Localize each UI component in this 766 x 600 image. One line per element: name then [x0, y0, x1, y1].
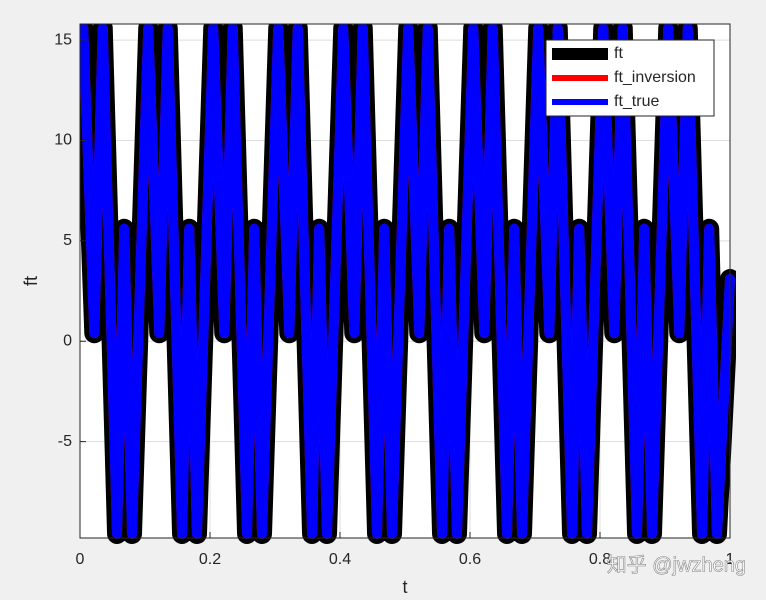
y-tick-label: 5: [63, 232, 72, 249]
x-tick-label: 1: [726, 551, 735, 568]
legend-label: ft: [614, 45, 623, 62]
series-line: [80, 24, 735, 539]
y-tick-label: 15: [54, 31, 72, 48]
y-tick-label: 0: [63, 332, 72, 349]
y-axis-label: ft: [21, 276, 41, 286]
legend: ft ft_inversion ft_true: [545, 39, 715, 117]
y-tick-label: 10: [54, 132, 72, 149]
lines: [80, 24, 736, 544]
y-tick-label: -5: [58, 433, 72, 450]
legend-label: ft_true: [614, 93, 659, 110]
x-tick-label: 0.6: [459, 551, 481, 568]
x-tick-label: 0.8: [589, 551, 611, 568]
x-tick-label: 0.2: [199, 551, 221, 568]
ticks: 0 0.2 0.4 0.6 0.8 1 -5 0 5 10 15: [54, 31, 734, 568]
legend-label: ft_inversion: [614, 69, 696, 86]
x-axis-label: t: [402, 577, 407, 597]
axes-box: [79, 23, 731, 539]
watermark: 知乎 @jwzheng: [607, 553, 746, 576]
x-tick-label: 0: [76, 551, 85, 568]
x-tick-label: 0.4: [329, 551, 351, 568]
